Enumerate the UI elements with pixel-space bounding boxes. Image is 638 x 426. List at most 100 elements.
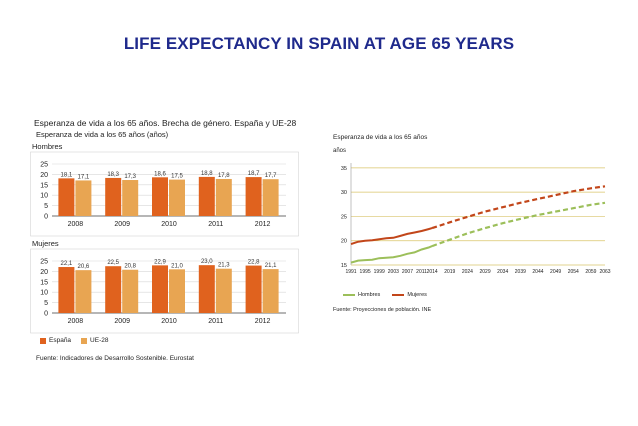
x-tick-label: 2003 (388, 269, 399, 275)
data-label: 20,8 (124, 264, 136, 270)
x-tick-label: 2059 (585, 269, 596, 275)
y-tick-label: 25 (341, 214, 347, 220)
bar-ue28-2009 (122, 180, 139, 216)
data-label: 17,7 (265, 173, 277, 179)
line-mujeres-observed (350, 227, 433, 246)
data-label: 22,1 (61, 261, 73, 267)
bar-ue28-2008 (75, 180, 92, 216)
slide-title: LIFE EXPECTANCY IN SPAIN AT AGE 65 YEARS (123, 34, 515, 53)
legend-item-hombres: Hombres (343, 292, 380, 298)
x-tick-label: 1991 (345, 269, 356, 275)
bar-espaa-2010 (152, 265, 168, 313)
bar-espaa-2011 (198, 176, 215, 216)
bar-ue28-2011 (215, 268, 232, 313)
line-chart-projection: 15 20 25 30 35 1991 1995 1999 2003 2007 2011 2014 20… (341, 163, 611, 275)
x-tick-label: 2009 (114, 221, 130, 228)
bar-ue28-2009 (122, 269, 139, 313)
data-label: 17,8 (218, 173, 230, 179)
bar-ue28-2012 (262, 179, 279, 216)
data-label: 18,1 (61, 172, 73, 178)
x-tick-label: 2054 (568, 269, 579, 275)
legend-label-hombres: Hombres (358, 292, 381, 298)
legend-label-ue28: UE-28 (90, 337, 109, 344)
left-panel-title: Esperanza de vida a los 65 años. Brecha … (34, 118, 297, 128)
x-tick-label: 2007 (402, 269, 413, 275)
bar-chart-mujeres: Mujeres 0 5 10 15 20 25 22,1 20,6 2008 22,5 20,8 200… (30, 239, 299, 334)
bar-chart-title: Mujeres (32, 239, 59, 248)
y-tick-label: 25 (40, 259, 48, 266)
data-label: 23,0 (201, 259, 213, 265)
right-panel-source: Fuente: Proyecciones de población. INE (333, 307, 432, 313)
legend-label-espana: España (49, 337, 72, 344)
data-label: 17,1 (78, 174, 90, 180)
legend-line-mujeres (392, 294, 405, 296)
x-tick-label: 2011 (416, 269, 427, 275)
x-tick-label: 2024 (462, 269, 473, 275)
data-label: 21,3 (218, 263, 230, 269)
x-tick-label: 2039 (515, 269, 526, 275)
data-label: 18,7 (248, 171, 260, 177)
bar-ue28-2008 (75, 270, 92, 313)
x-tick-label: 2014 (427, 269, 438, 275)
bar-chart-frame (30, 248, 299, 334)
left-legend: España UE-28 (40, 337, 108, 344)
legend-swatch-espana (40, 337, 46, 344)
x-tick-label: 1999 (374, 269, 385, 275)
y-tick-label: 30 (341, 190, 347, 196)
right-panel-unit: años (333, 148, 347, 154)
x-tick-label: 1995 (360, 269, 371, 275)
data-label: 17,3 (124, 174, 136, 180)
data-label: 20,6 (78, 264, 90, 270)
x-tick-label: 2008 (68, 318, 84, 325)
bar-espaa-2010 (152, 177, 168, 216)
bar-ue28-2012 (262, 269, 279, 313)
right-legend: Hombres Mujeres (343, 292, 427, 298)
x-tick-label: 2063 (599, 269, 610, 275)
x-tick-label: 2044 (532, 269, 543, 275)
y-tick-label: 0 (44, 214, 48, 221)
data-label: 21,0 (171, 263, 183, 269)
bar-espaa-2009 (105, 266, 122, 313)
y-tick-label: 15 (341, 263, 347, 269)
bar-ue28-2011 (215, 178, 232, 216)
bar-espaa-2008 (58, 178, 75, 216)
legend-item-mujeres: Mujeres (392, 292, 427, 298)
y-tick-label: 10 (40, 290, 48, 297)
x-tick-label: 2034 (497, 269, 508, 275)
left-panel-source: Fuente: Indicadores de Desarrollo Sosten… (36, 355, 194, 362)
x-tick-label: 2012 (255, 221, 271, 228)
legend-item-ue28: UE-28 (81, 337, 108, 344)
data-label: 17,5 (171, 174, 183, 180)
legend-item-espana: España (40, 337, 71, 344)
y-tick-label: 0 (44, 311, 48, 318)
line-mujeres-projected (431, 185, 606, 230)
x-tick-label: 2008 (68, 221, 84, 228)
right-panel-title: Esperanza de vida a los 65 años (333, 134, 428, 141)
x-tick-label: 2049 (550, 269, 561, 275)
bar-espaa-2012 (245, 265, 262, 313)
y-tick-label: 25 (40, 162, 48, 169)
bar-espaa-2011 (198, 265, 215, 313)
left-panel-subtitle: Esperanza de vida a los 65 años (años) (36, 130, 169, 139)
x-tick-label: 2011 (208, 221, 223, 228)
bar-chart-title: Hombres (32, 142, 63, 151)
data-label: 18,3 (107, 172, 119, 178)
x-tick-label: 2019 (444, 269, 455, 275)
bar-chart-frame (30, 151, 299, 237)
data-label: 22,9 (154, 259, 166, 265)
x-tick-label: 2010 (161, 221, 177, 228)
data-label: 18,6 (154, 171, 166, 177)
legend-label-mujeres: Mujeres (407, 292, 427, 298)
y-tick-label: 15 (40, 279, 48, 286)
y-tick-label: 35 (341, 166, 347, 172)
x-tick-label: 2011 (208, 318, 223, 325)
y-tick-label: 15 (40, 182, 48, 189)
y-tick-label: 20 (341, 239, 347, 245)
x-tick-label: 2010 (161, 318, 177, 325)
line-hombres-projected (431, 201, 606, 248)
line-hombres-observed (350, 245, 433, 264)
bar-espaa-2008 (58, 267, 75, 313)
y-tick-label: 10 (40, 193, 48, 200)
data-label: 18,8 (201, 171, 213, 177)
data-label: 22,8 (248, 260, 260, 266)
